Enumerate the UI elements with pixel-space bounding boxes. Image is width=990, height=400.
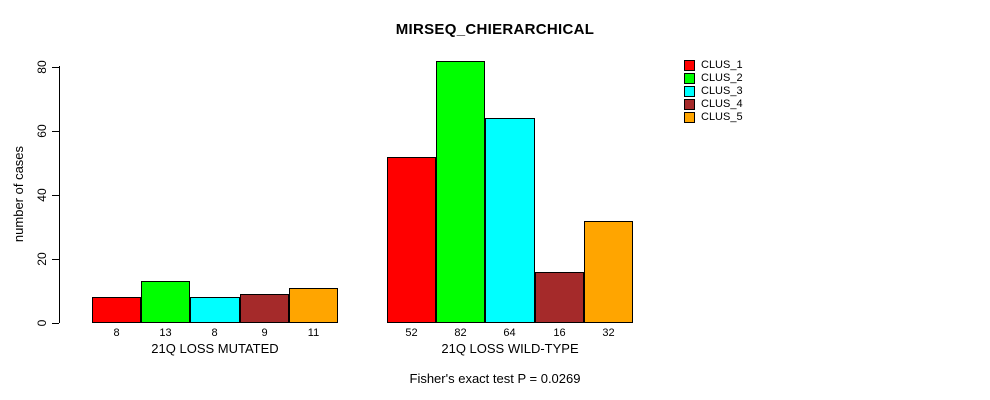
bar-value-label: 8	[211, 327, 218, 339]
chart-title: MIRSEQ_CHIERARCHICAL	[395, 21, 595, 38]
legend: CLUS_1 CLUS_2 CLUS_3 CLUS_4 CLUS_5	[684, 59, 743, 124]
bar-clus_2	[436, 61, 485, 323]
bar-clus_1	[387, 157, 436, 323]
legend-label: CLUS_5	[701, 111, 743, 123]
y-tick-mark	[52, 67, 59, 68]
bar-clus_3	[485, 118, 535, 323]
legend-item: CLUS_4	[684, 98, 743, 111]
y-tick-label: 20	[35, 252, 49, 266]
legend-label: CLUS_2	[701, 72, 743, 84]
legend-color-swatch	[684, 60, 695, 71]
legend-color-swatch	[684, 112, 695, 123]
legend-label: CLUS_4	[701, 98, 743, 110]
bar-value-label: 32	[602, 327, 615, 339]
bar-value-label: 13	[159, 327, 172, 339]
y-axis-line	[59, 66, 60, 323]
legend-color-swatch	[684, 73, 695, 84]
y-tick-mark	[52, 195, 59, 196]
bar-value-label: 8	[113, 327, 120, 339]
bar-clus_5	[584, 221, 633, 323]
legend-label: CLUS_1	[701, 59, 743, 71]
y-tick-mark	[52, 259, 59, 260]
bar-clus_3	[190, 297, 240, 323]
category-label: 21Q LOSS MUTATED	[151, 341, 279, 356]
bar-value-label: 16	[553, 327, 566, 339]
bar-value-label: 52	[405, 327, 418, 339]
y-axis-title: number of cases	[11, 145, 26, 243]
legend-item: CLUS_1	[684, 59, 743, 72]
bar-clus_2	[141, 281, 190, 323]
category-label: 21Q LOSS WILD-TYPE	[441, 341, 579, 356]
y-tick-mark	[52, 323, 59, 324]
bar-value-label: 64	[503, 327, 516, 339]
y-tick-mark	[52, 131, 59, 132]
bar-clus_4	[240, 294, 289, 323]
legend-color-swatch	[684, 99, 695, 110]
bar-value-label: 82	[454, 327, 467, 339]
footnote: Fisher's exact test P = 0.0269	[409, 371, 581, 386]
y-tick-label: 80	[35, 60, 49, 74]
y-tick-label: 60	[35, 124, 49, 138]
bar-clus_4	[535, 272, 584, 323]
bar-clus_5	[289, 288, 338, 323]
bar-value-label: 11	[307, 327, 320, 339]
y-tick-label: 0	[35, 319, 49, 327]
legend-label: CLUS_3	[701, 85, 743, 97]
bar-clus_1	[92, 297, 141, 323]
legend-color-swatch	[684, 86, 695, 97]
y-tick-label: 40	[35, 188, 49, 202]
legend-item: CLUS_3	[684, 85, 743, 98]
bar-value-label: 9	[261, 327, 268, 339]
legend-item: CLUS_5	[684, 111, 743, 124]
legend-item: CLUS_2	[684, 72, 743, 85]
